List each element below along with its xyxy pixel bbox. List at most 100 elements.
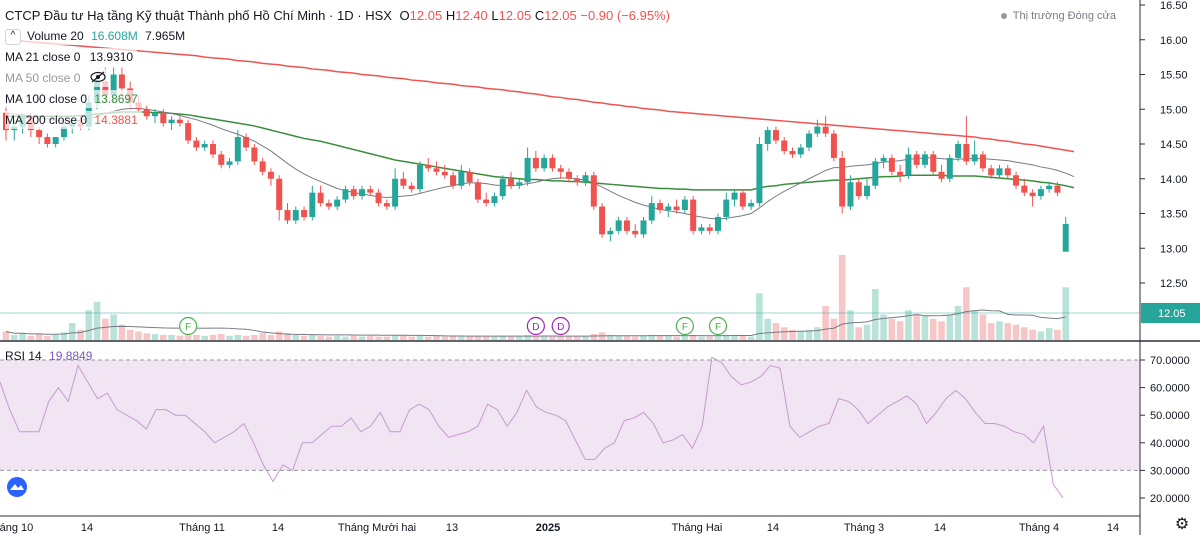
candle-body	[524, 157, 531, 183]
candle-body	[1046, 185, 1053, 190]
volume-bar	[275, 331, 283, 340]
candle-body	[731, 192, 738, 200]
volume-bar	[2, 331, 10, 340]
candle-body	[921, 154, 928, 165]
volume-label: Volume 20	[27, 29, 84, 43]
rsi-tick-label: 40.0000	[1150, 438, 1190, 450]
candle-body	[243, 137, 250, 148]
price-tick-label: 13.00	[1160, 243, 1188, 255]
low-label: L	[491, 8, 499, 23]
volume-bar	[10, 334, 18, 340]
candle-body	[599, 206, 606, 235]
rsi-label: RSI 14	[5, 349, 42, 363]
price-tick-label: 14.50	[1160, 139, 1188, 151]
candle-body	[665, 206, 672, 211]
moving-averages	[5, 39, 1075, 220]
event-circle	[526, 316, 545, 336]
candle-body	[342, 189, 349, 200]
time-axis-label: 14	[272, 522, 284, 534]
event-marker-dividend[interactable]: D	[526, 316, 545, 336]
volume-bar	[292, 334, 300, 340]
volume-bar	[333, 335, 341, 340]
volume-bar	[77, 329, 84, 340]
volume-bar	[193, 334, 200, 340]
volume-bar	[896, 321, 904, 340]
candle-body	[60, 126, 67, 138]
candle-body	[822, 126, 829, 134]
volume-bar	[739, 335, 747, 340]
candle-body	[383, 203, 390, 207]
volume-bar	[342, 336, 349, 340]
symbol-separator-2: ·	[357, 8, 366, 23]
volume-bar	[706, 336, 714, 340]
candle-body	[416, 164, 423, 190]
candle-body	[425, 164, 432, 169]
event-marker-earnings[interactable]: F	[708, 316, 728, 336]
candle-body	[781, 140, 788, 151]
volume-bar	[838, 255, 846, 340]
legend-ma50[interactable]: MA 50 close 0	[5, 69, 110, 87]
candle-body	[557, 168, 564, 172]
candle-body	[508, 178, 515, 186]
market-status-text: Thị trường Đóng cửa	[1012, 10, 1116, 22]
candle-body	[201, 144, 208, 148]
legend-ma100[interactable]: MA 100 close 0 13.8697	[5, 90, 142, 108]
candle-body	[797, 147, 804, 155]
event-circle	[708, 316, 728, 336]
event-label: D	[557, 322, 564, 333]
volume-bar	[971, 310, 978, 340]
volume-bar	[60, 332, 68, 340]
candle-body	[284, 210, 291, 221]
volume-bar	[780, 327, 788, 340]
volume-bar	[516, 335, 523, 340]
volume-bar	[590, 334, 598, 340]
rsi-tick-label: 20.0000	[1150, 493, 1190, 505]
time-axis-label: 2025	[536, 522, 560, 534]
candle-body	[872, 161, 879, 186]
eye-hidden-icon[interactable]	[90, 70, 106, 88]
volume-value-1: 16.608M	[91, 29, 138, 43]
legend-volume[interactable]: ^ Volume 20 16.608M 7.965M	[5, 27, 190, 45]
volume-bar	[665, 335, 672, 340]
volume-bar	[913, 314, 920, 340]
candle-body	[276, 178, 283, 211]
volume-bar	[44, 335, 51, 340]
price-tick-label: 16.00	[1160, 35, 1188, 47]
volume-bar	[946, 314, 954, 340]
tradingview-logo-icon[interactable]	[5, 477, 29, 497]
volume-bar	[1012, 324, 1020, 340]
symbol-header[interactable]: CTCP Đầu tư Hạ tầng Kỹ thuật Thành phố H…	[5, 8, 670, 23]
event-marker-dividend[interactable]: D	[551, 316, 570, 336]
time-axis-label: Tháng 4	[1019, 522, 1059, 534]
candle-body	[681, 199, 688, 211]
volume-bar	[85, 310, 93, 340]
candle-body	[499, 178, 506, 197]
legend-rsi[interactable]: RSI 14 19.8849	[5, 349, 92, 363]
volume-bar	[731, 335, 738, 340]
volume-bar	[648, 334, 656, 340]
last-price-badge	[1141, 303, 1200, 323]
gear-icon[interactable]: ⚙	[1174, 516, 1190, 533]
event-marker-earnings[interactable]: F	[179, 316, 198, 336]
volume-bar	[681, 335, 689, 340]
candle-body	[772, 130, 779, 141]
candle-body	[756, 144, 763, 204]
close-label: C	[534, 8, 545, 23]
volume-bar	[458, 336, 465, 340]
collapse-chevron-icon[interactable]: ^	[5, 28, 21, 45]
rsi-band	[0, 359, 1140, 471]
volume-bar	[209, 334, 217, 340]
volume-value-2: 7.965M	[145, 29, 186, 43]
legend-ma200[interactable]: MA 200 close 0 14.3881	[5, 111, 142, 129]
time-axis-label: 14	[1107, 522, 1119, 534]
candle-body	[466, 171, 473, 183]
volume-bar	[640, 335, 647, 340]
price-tick-label: 15.50	[1160, 70, 1188, 82]
legend-ma21[interactable]: MA 21 close 0 13.9310	[5, 48, 138, 66]
candle-body	[648, 203, 655, 221]
event-marker-earnings[interactable]: F	[675, 316, 694, 336]
ma100-line	[6, 111, 1075, 191]
market-status[interactable]: Thị trường Đóng cửa	[1000, 10, 1116, 22]
volume-bar	[1021, 327, 1028, 340]
